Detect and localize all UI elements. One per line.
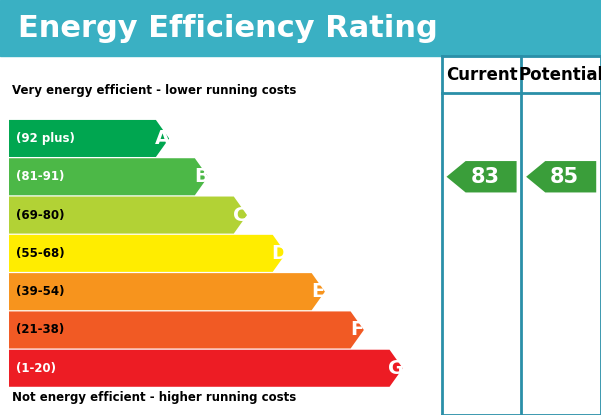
Text: C: C [233, 205, 248, 225]
Text: (39-54): (39-54) [16, 285, 65, 298]
Polygon shape [9, 311, 364, 349]
Polygon shape [9, 235, 286, 272]
Text: F: F [350, 320, 364, 339]
Bar [0, 0, 601, 56]
Text: G: G [388, 359, 404, 378]
Text: (55-68): (55-68) [16, 247, 65, 260]
Polygon shape [9, 273, 325, 310]
Bar [0, 56, 442, 415]
Text: D: D [271, 244, 287, 263]
Polygon shape [9, 120, 169, 157]
Text: 83: 83 [471, 167, 499, 187]
Text: B: B [194, 167, 209, 186]
Text: E: E [312, 282, 325, 301]
Polygon shape [526, 161, 596, 193]
Text: (1-20): (1-20) [16, 362, 56, 375]
Polygon shape [9, 158, 208, 195]
Text: (92 plus): (92 plus) [16, 132, 75, 145]
Text: Current: Current [446, 66, 517, 84]
Polygon shape [447, 161, 517, 193]
Polygon shape [9, 350, 403, 387]
Text: Potential: Potential [519, 66, 601, 84]
Text: Energy Efficiency Rating: Energy Efficiency Rating [18, 14, 438, 43]
Bar [442, 56, 601, 415]
Text: (81-91): (81-91) [16, 170, 64, 183]
Polygon shape [9, 197, 247, 234]
Text: (69-80): (69-80) [16, 209, 65, 222]
Text: A: A [155, 129, 170, 148]
Text: 85: 85 [550, 167, 579, 187]
Text: Very energy efficient - lower running costs: Very energy efficient - lower running co… [12, 84, 296, 97]
Text: Not energy efficient - higher running costs: Not energy efficient - higher running co… [12, 391, 296, 404]
Text: (21-38): (21-38) [16, 323, 64, 337]
